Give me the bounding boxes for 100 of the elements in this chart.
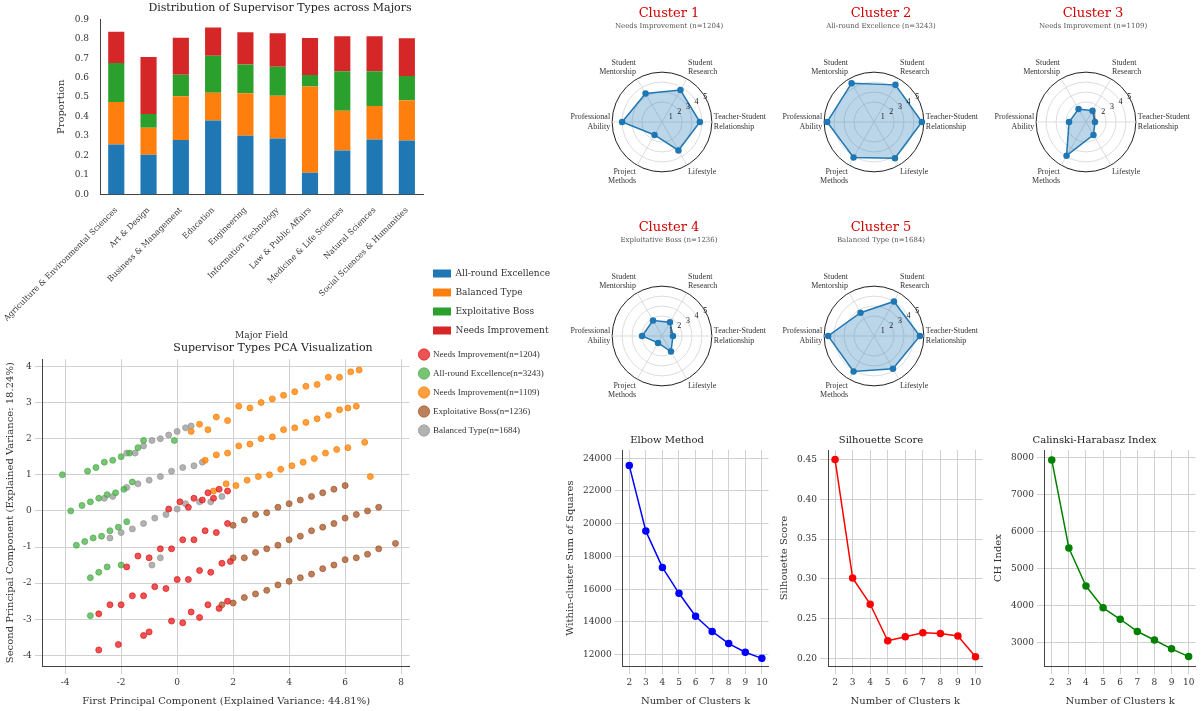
x-axis-title: Number of Clusters k <box>640 694 752 706</box>
x-tick-label: 8 <box>1151 676 1158 687</box>
legend-label: Exploitative Boss(n=1236) <box>433 405 531 416</box>
y-tick-label: 0.7 <box>74 52 90 63</box>
y-tick-label: 0.45 <box>796 453 818 464</box>
y-tick-label: -1 <box>22 541 32 552</box>
chart-title: Elbow Method <box>630 433 705 445</box>
spoke-label: Project Methods <box>608 166 637 186</box>
y-axis-title: Within-cluster Sum of Squares <box>563 480 575 636</box>
spoke-label: Lifestyle <box>687 166 717 176</box>
y-tick-label: 1 <box>880 326 885 336</box>
y-tick-label: 0.25 <box>796 612 818 623</box>
y-tick-label: 1 <box>26 469 32 480</box>
x-tick-label: 4 <box>1083 676 1090 687</box>
y-tick-label: 0.6 <box>74 72 90 82</box>
spoke-label: Student Research <box>1111 57 1142 77</box>
x-tick-label: 8 <box>725 676 732 687</box>
y-tick-label: 8000 <box>1011 451 1035 462</box>
chart-title: Supervisor Types PCA Visualization <box>173 341 373 355</box>
x-tick-label: 0 <box>174 676 181 687</box>
y-tick-label: -3 <box>22 613 33 624</box>
x-tick-label: 2 <box>832 676 838 687</box>
spoke-label: Teacher-Student Relationship <box>1137 112 1191 131</box>
x-tick-label: 6 <box>902 676 909 687</box>
legend-label: Balanced Type(n=1684) <box>433 424 521 435</box>
spoke-label: Student Mentorship <box>811 57 849 77</box>
x-tick-label: 7 <box>1134 676 1141 687</box>
spoke-label: Student Mentorship <box>599 57 637 77</box>
spoke-label: Lifestyle <box>1111 166 1141 176</box>
x-tick-label: 6 <box>342 676 349 687</box>
spoke-label: Student Mentorship <box>1023 57 1061 77</box>
y-axis-title: Silhouette Score <box>777 515 789 601</box>
x-tick-label: 8 <box>398 676 405 687</box>
y-tick-label: 0.2 <box>74 149 90 160</box>
y-tick-label: 1 <box>668 112 673 122</box>
x-axis-title: First Principal Component (Explained Variance: 44.81%) <box>82 694 371 706</box>
y-tick-label: 0.35 <box>796 533 818 544</box>
y-tick-label: 14000 <box>582 616 612 627</box>
y-tick-label: 0.30 <box>796 573 818 584</box>
y-tick-label: 0.1 <box>74 169 90 180</box>
chart-title: Silhouette Score <box>838 433 924 445</box>
spoke-label: Project Methods <box>1032 166 1061 186</box>
y-tick-label: -4 <box>22 649 33 660</box>
x-tick-label: 4 <box>659 676 666 687</box>
spoke-label: Student Research <box>899 57 930 77</box>
y-tick-label: 3 <box>26 396 33 407</box>
x-tick-label: 3 <box>642 676 649 687</box>
y-tick-label: 0.20 <box>796 652 818 663</box>
x-tick-label: 10 <box>969 676 982 687</box>
x-tick-label: 9 <box>742 676 749 687</box>
spoke-label: Teacher-Student Relationship <box>925 112 979 131</box>
spoke-label: Project Methods <box>820 380 849 400</box>
spoke-label: Lifestyle <box>899 380 929 390</box>
spoke-label: Professional Ability <box>570 112 611 131</box>
x-tick-label: -2 <box>116 676 126 687</box>
spoke-label: Student Mentorship <box>811 271 849 291</box>
y-tick-label: 18000 <box>582 550 612 561</box>
y-tick-label: 16000 <box>582 583 612 594</box>
spoke-label: Professional Ability <box>782 112 823 131</box>
legend-label: Needs Improvement(n=1109) <box>433 386 540 397</box>
chart-title: Cluster 3 <box>1062 5 1124 21</box>
x-tick-label: 9 <box>955 676 962 687</box>
y-tick-label: 3000 <box>1011 636 1035 647</box>
spoke-label: Lifestyle <box>899 166 929 176</box>
x-tick-label: -4 <box>60 676 70 687</box>
spoke-label: Student Mentorship <box>599 271 637 291</box>
x-tick-label: 3 <box>1066 676 1072 687</box>
y-tick-label: 24000 <box>582 452 612 463</box>
y-tick-label: 1 <box>880 112 885 122</box>
y-axis-title: CH Index <box>991 533 1003 583</box>
x-axis-title: Major Field <box>235 329 289 340</box>
y-tick-label: 0.8 <box>74 33 90 44</box>
x-tick-label: 4 <box>867 676 874 687</box>
y-tick-label: 0.3 <box>74 130 90 141</box>
legend-label: All-round Excellence <box>454 267 551 278</box>
spoke-label: Professional Ability <box>570 326 611 345</box>
legend-label: Exploitative Boss <box>455 305 535 316</box>
y-tick-label: 22000 <box>582 485 612 496</box>
y-tick-label: 4 <box>26 360 33 371</box>
x-axis-title: Number of Clusters k <box>1065 694 1176 706</box>
legend-label: All-round Excellence(n=3243) <box>433 367 544 378</box>
chart-title: Cluster 4 <box>638 219 700 235</box>
spoke-label: Professional Ability <box>782 326 823 345</box>
spoke-label: Teacher-Student Relationship <box>713 326 767 345</box>
spoke-label: Professional Ability <box>994 112 1035 131</box>
x-tick-label: 2 <box>626 676 633 687</box>
y-tick-label: 0.4 <box>74 110 90 121</box>
y-axis-title: Second Principal Component (Explained Variance: 18.24%) <box>3 362 15 664</box>
legend-label: Needs Improvement <box>455 324 549 335</box>
x-axis-title: Number of Clusters k <box>850 694 961 706</box>
y-tick-label: 0.0 <box>74 188 90 199</box>
chart-title: Cluster 5 <box>850 219 912 235</box>
chart-title: Distribution of Supervisor Types across Majors <box>148 1 412 15</box>
y-tick-label: 20000 <box>582 518 612 529</box>
spoke-label: Student Research <box>687 271 718 291</box>
y-tick-label: 6000 <box>1011 525 1035 536</box>
x-tick-label: 2 <box>1048 676 1055 687</box>
x-tick-label: 2 <box>230 676 236 687</box>
spoke-label: Student Research <box>687 57 718 77</box>
x-tick-label: 6 <box>692 676 699 687</box>
